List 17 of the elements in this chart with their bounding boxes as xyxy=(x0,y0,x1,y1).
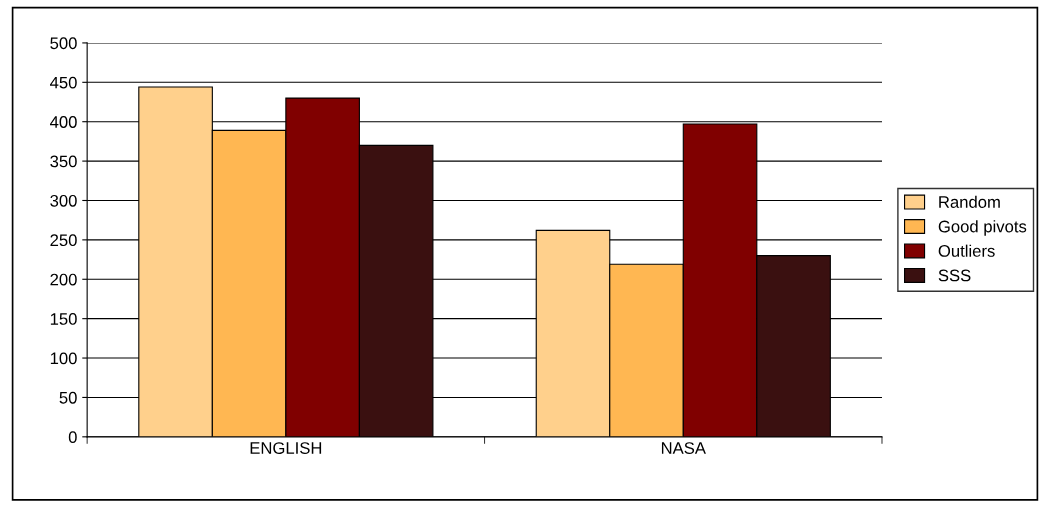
y-tick-label: 450 xyxy=(50,76,77,89)
x-tick-label: NASA xyxy=(661,442,706,454)
y-tick-label: 150 xyxy=(50,313,77,325)
y-tick-label: 250 xyxy=(50,234,77,247)
y-tick-label: 50 xyxy=(59,391,77,404)
legend-label: Good pivots xyxy=(938,220,1027,236)
y-tick-label: 350 xyxy=(50,155,77,168)
y-tick-label: 0 xyxy=(68,431,77,444)
legend-label: SSS xyxy=(938,269,971,282)
y-tick-label: 200 xyxy=(50,273,77,286)
y-tick-label: 500 xyxy=(50,37,77,50)
legend-label: Outliers xyxy=(938,244,995,257)
legend-label: Random xyxy=(939,195,1000,208)
y-tick-label: 400 xyxy=(50,116,77,128)
y-tick-label: 100 xyxy=(50,352,77,365)
x-tick-label: ENGLISH xyxy=(250,442,322,454)
y-tick-label: 300 xyxy=(50,194,77,207)
